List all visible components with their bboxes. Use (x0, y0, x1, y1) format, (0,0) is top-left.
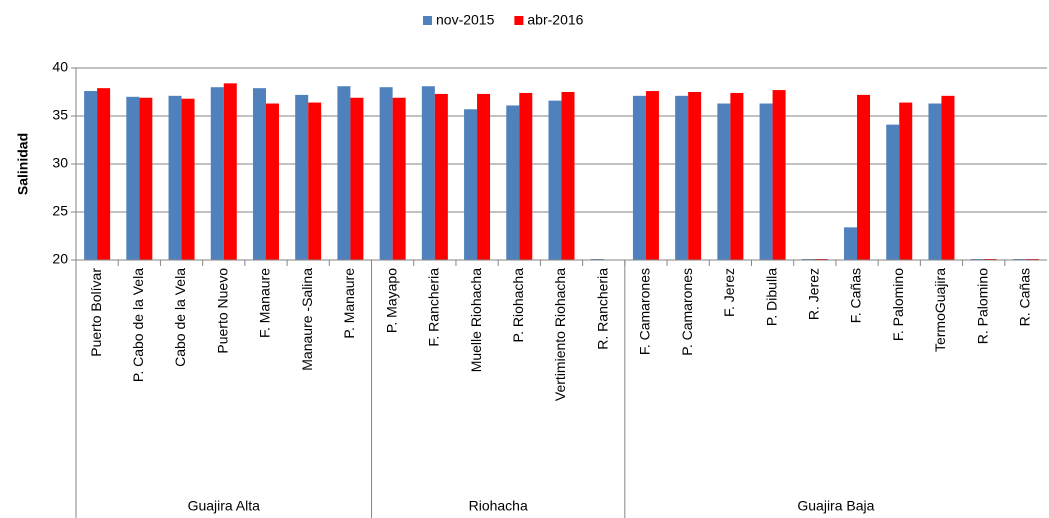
bar (84, 91, 98, 260)
x-tick-label: P. Camarones (679, 268, 695, 356)
bar (519, 92, 533, 261)
bar (688, 92, 702, 260)
bar (434, 93, 448, 260)
x-tick-label: Vertimiento Riohacha (552, 268, 568, 401)
bar (844, 227, 858, 260)
bar (350, 97, 364, 260)
x-tick-label: R. Jerez (806, 268, 822, 320)
bar (886, 124, 900, 260)
bar (857, 94, 871, 260)
bar (223, 83, 237, 260)
y-tick-label: 40 (52, 59, 68, 75)
bar (168, 95, 182, 260)
bar (392, 97, 406, 260)
bar (265, 103, 279, 261)
x-tick-label: R. Rancheria (594, 268, 610, 350)
bar (548, 100, 562, 260)
x-tick-label: Puerto Bolívar (88, 268, 104, 357)
x-tick-label: P. Dibulla (763, 268, 779, 326)
x-tick-label: TermoGuajira (932, 268, 948, 352)
bar (759, 103, 773, 261)
bar (97, 88, 111, 260)
legend-label: abr-2016 (527, 12, 583, 28)
x-tick-label: P. Cabo de la Vela (130, 268, 146, 382)
bar (772, 90, 786, 260)
y-tick-label: 25 (52, 203, 68, 219)
x-tick-label: Muelle Riohacha (468, 268, 484, 372)
y-tick-label: 30 (52, 155, 68, 171)
x-tick-label: F. Camarones (637, 268, 653, 355)
bar (210, 87, 224, 260)
bar (941, 95, 955, 260)
y-axis-label: Salinidad (15, 133, 31, 195)
x-tick-label: P. Mayapo (383, 268, 399, 333)
bar (730, 92, 744, 261)
legend-swatch (514, 16, 524, 25)
bar (675, 95, 689, 260)
group-label: Guajira Baja (797, 498, 874, 514)
bar (477, 93, 491, 260)
bar (181, 98, 195, 260)
bar (421, 86, 435, 261)
bar (252, 88, 266, 260)
x-tick-label: R. Palomino (974, 268, 990, 344)
x-tick-label: F. Palomino (890, 268, 906, 341)
group-label: Guajira Alta (188, 498, 261, 514)
x-tick-label: F. Rancheria (426, 268, 442, 347)
bar (899, 102, 913, 260)
bar (928, 103, 942, 261)
x-tick-label: F. Jerez (721, 268, 737, 317)
x-tick-label: Cabo de la Vela (172, 268, 188, 367)
x-tick-label: Puerto Nuevo (214, 268, 230, 354)
bar (717, 103, 731, 261)
group-label: Riohacha (469, 498, 528, 514)
bar (308, 102, 322, 260)
bar (464, 109, 478, 260)
bar (379, 87, 393, 260)
x-tick-label: F. Cañas (848, 268, 864, 323)
legend-label: nov-2015 (436, 12, 495, 28)
bar (337, 86, 351, 261)
x-tick-label: P. Manaure (341, 268, 357, 339)
bar (506, 105, 520, 260)
x-tick-label: P. Riohacha (510, 268, 526, 343)
bar (126, 96, 140, 260)
y-tick-label: 20 (52, 251, 68, 267)
bar (295, 94, 309, 260)
bar (632, 95, 646, 260)
bar (561, 92, 575, 260)
y-tick-label: 35 (52, 107, 68, 123)
x-tick-label: F. Manaure (257, 268, 273, 338)
legend-swatch (423, 16, 432, 25)
bar (645, 91, 659, 260)
bar (139, 97, 153, 260)
x-tick-label: R. Cañas (1017, 268, 1033, 326)
x-tick-label: Manaure -Salina (299, 268, 315, 371)
